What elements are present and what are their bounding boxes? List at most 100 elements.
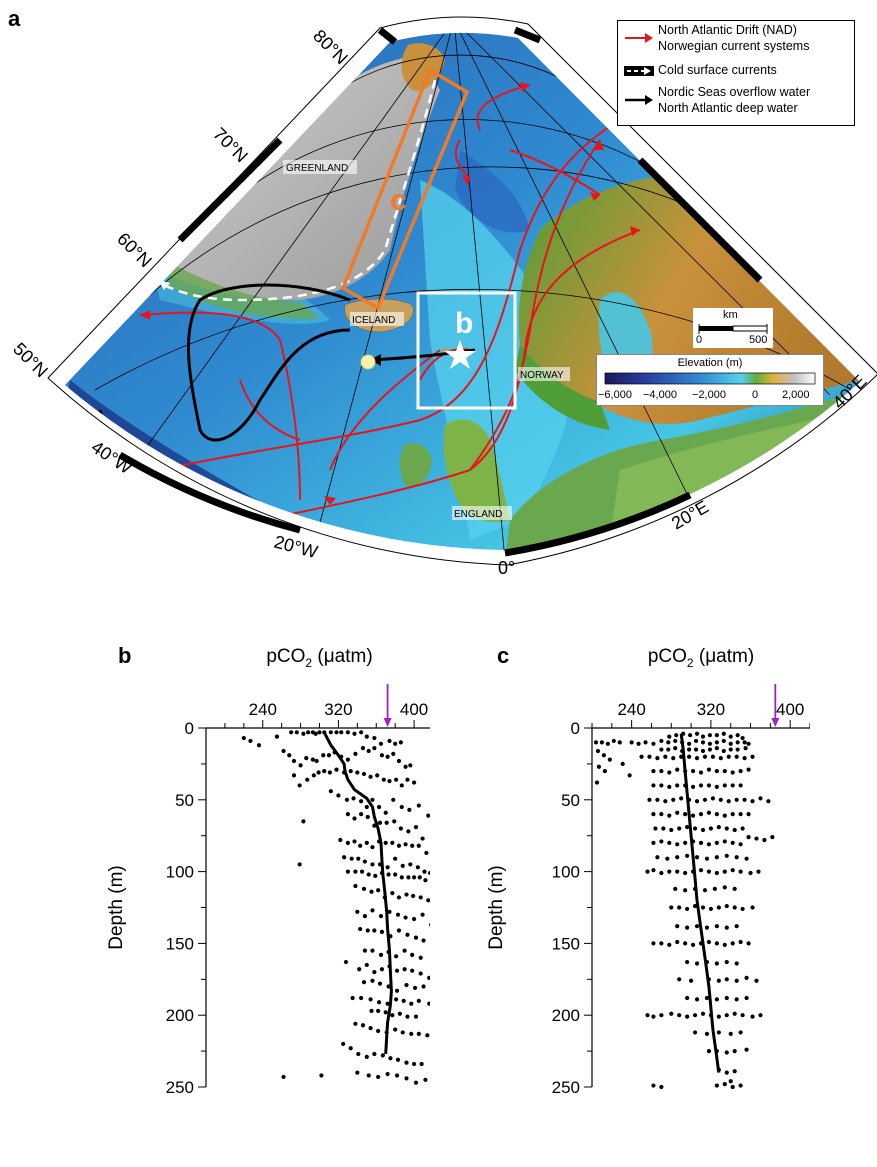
data-point [383,810,388,815]
data-point [360,746,366,751]
data-point [732,827,737,833]
data-point [357,967,362,972]
data-point [410,968,415,973]
data-point [708,906,714,912]
data-point [376,1000,382,1005]
data-point [291,773,297,778]
x-tick-label: 400 [776,700,804,719]
data-point [667,784,672,789]
data-point [694,855,700,860]
data-point [406,829,411,834]
data-point [738,939,743,945]
data-point [674,733,679,738]
data-point [627,773,632,778]
data-point [702,888,708,893]
data-point [611,738,616,744]
data-point [724,826,729,831]
data-point [404,1060,409,1065]
data-point [316,770,321,775]
x-axis-label-rest: (μatm) [312,646,373,667]
data-point [734,961,739,966]
data-point [746,767,751,772]
data-point [746,835,751,840]
data-point [683,840,688,845]
panel-label-c: c [497,643,510,668]
data-point [378,952,384,957]
data-point [645,1013,650,1018]
data-point [301,819,306,824]
data-point [734,997,739,1002]
data-point [651,840,656,845]
data-point [418,971,423,976]
data-point [744,975,749,980]
data-point [416,998,421,1003]
data-point [370,908,375,913]
data-point [364,734,369,739]
data-point [659,768,664,774]
data-point [419,1061,424,1067]
data-point [704,856,710,861]
data-point [404,1076,409,1081]
data-point [336,793,341,798]
data-point [732,1049,737,1054]
legend-cold: Cold surface currents [658,63,777,77]
data-point [659,941,664,946]
y-tick-label: 150 [552,934,580,953]
data-point [673,886,678,891]
data-point [404,982,409,988]
data-point [742,797,747,802]
data-point [370,978,375,983]
data-point [345,840,350,845]
data-point [593,740,599,745]
data-point [396,895,402,900]
data-point [393,856,398,861]
data-point [732,1011,737,1016]
data-point [599,740,605,745]
data-point [377,820,383,825]
data-point [756,869,761,874]
data-point [385,1001,390,1006]
scale-bar-graphic [698,324,768,334]
data-point [688,733,693,738]
data-point [718,756,723,761]
data-point [770,835,775,840]
data-point [734,797,739,802]
data-point [732,886,737,891]
lon-label-20w: 20°W [272,532,320,563]
label-england: ENGLAND [454,509,502,520]
data-point [313,731,318,736]
data-point [693,738,699,744]
data-point [376,804,382,810]
x-tick-label: 320 [324,700,352,719]
label-norway: NORWAY [520,370,564,381]
data-point [364,804,369,810]
data-point [326,753,332,758]
data-point [732,1069,737,1074]
data-point [385,754,390,759]
black-arrow-icon [625,95,653,105]
data-point [706,869,712,874]
data-point [728,741,733,746]
atmospheric-pco2-arrowhead [771,718,780,727]
data-point [377,981,383,986]
data-point [355,1070,360,1075]
data-point [675,783,680,788]
x-tick-label: 240 [617,700,645,719]
data-point [758,1013,763,1018]
data-point [675,924,680,929]
data-point [722,813,727,818]
data-point [594,780,600,785]
data-point [714,997,719,1002]
data-point [391,751,396,756]
data-point [700,740,706,745]
data-point [334,767,339,772]
data-point [730,770,735,775]
data-point [362,914,367,919]
data-point [411,875,417,880]
data-point [412,985,418,991]
data-point [370,845,375,850]
data-point [356,856,361,861]
data-point [418,895,423,900]
data-point [364,840,369,845]
data-point [675,855,680,860]
